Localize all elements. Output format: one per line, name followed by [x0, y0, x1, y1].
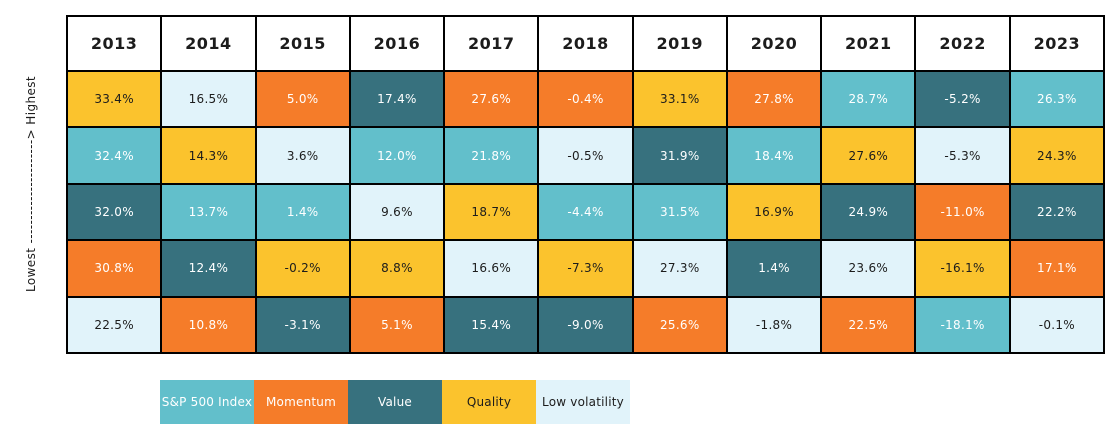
heatmap-cell-momentum: 30.8% [67, 240, 162, 297]
heatmap-cell-sp500: 12.0% [349, 127, 445, 184]
heatmap-cell-value: 17.4% [349, 71, 445, 128]
year-header: 2018 [538, 16, 633, 71]
heatmap-cell-value: 1.4% [726, 240, 822, 297]
heatmap-cell-quality: -7.3% [538, 240, 633, 297]
heatmap-cell-sp500: 21.8% [444, 127, 539, 184]
heatmap-row: 32.4% 14.3% 3.6% 12.0% 21.8% -0.5% 31.9% 18.4% 2… [67, 127, 1104, 184]
heatmap-cell-momentum: 22.5% [821, 296, 916, 353]
heatmap-cell-momentum: 27.8% [726, 71, 822, 128]
heatmap-cell-quality: 16.9% [726, 183, 822, 241]
heatmap-cell-momentum: 5.1% [349, 296, 445, 353]
heatmap-cell-momentum: 17.1% [1009, 240, 1104, 297]
heatmap-cell-sp500: 18.4% [726, 127, 822, 184]
heatmap-cell-quality: 33.1% [632, 71, 727, 128]
heatmap-cell-sp500: 13.7% [161, 183, 256, 241]
heatmap-cell-lowvol: 16.6% [444, 240, 539, 297]
heatmap-table: 2013 2014 2015 2016 2017 2018 2019 2020 2021 2022… [66, 15, 1105, 354]
heatmap-row: 32.0% 13.7% 1.4% 9.6% 18.7% -4.4% 31.5% 16.9% 24… [67, 183, 1104, 241]
year-header: 2023 [1009, 16, 1104, 71]
heatmap-cell-value: 22.2% [1009, 183, 1104, 241]
legend-item-quality: Quality [442, 380, 536, 424]
heatmap-cell-momentum: -11.0% [915, 183, 1010, 241]
heatmap-cell-quality: 14.3% [161, 127, 256, 184]
heatmap-cell-lowvol: 16.5% [161, 71, 256, 128]
heatmap-cell-sp500: 28.7% [821, 71, 916, 128]
heatmap-cell-sp500: 26.3% [1009, 71, 1104, 128]
year-header: 2013 [67, 16, 162, 71]
heatmap-cell-value: 15.4% [444, 296, 539, 353]
legend: S&P 500 Index Momentum Value Quality Low vol… [160, 380, 630, 424]
year-header: 2020 [726, 16, 822, 71]
heatmap-row: 30.8% 12.4% -0.2% 8.8% 16.6% -7.3% 27.3% 1.4% 23… [67, 240, 1104, 297]
heatmap-cell-sp500: -18.1% [915, 296, 1010, 353]
heatmap-cell-quality: 27.6% [821, 127, 916, 184]
year-header: 2017 [444, 16, 539, 71]
heatmap-body: 33.4% 16.5% 5.0% 17.4% 27.6% -0.4% 33.1% 27.8% 2… [67, 71, 1104, 353]
heatmap-cell-value: -3.1% [255, 296, 350, 353]
heatmap-cell-lowvol: 27.3% [632, 240, 727, 297]
heatmap-cell-value: -9.0% [538, 296, 633, 353]
heatmap-cell-quality: 18.7% [444, 183, 539, 241]
heatmap-cell-quality: -0.2% [255, 240, 350, 297]
heatmap-cell-value: 12.4% [161, 240, 256, 297]
heatmap-cell-lowvol: 3.6% [255, 127, 350, 184]
year-header: 2022 [915, 16, 1010, 71]
heatmap-cell-lowvol: -1.8% [726, 296, 822, 353]
heatmap-cell-sp500: 1.4% [255, 183, 350, 241]
heatmap-cell-momentum: 10.8% [161, 296, 256, 353]
heatmap-cell-lowvol: -0.1% [1009, 296, 1104, 353]
heatmap-cell-lowvol: -5.3% [915, 127, 1010, 184]
heatmap-cell-momentum: -0.4% [538, 71, 633, 128]
heatmap-cell-lowvol: 23.6% [821, 240, 916, 297]
legend-item-momentum: Momentum [254, 380, 348, 424]
heatmap-cell-quality: -16.1% [915, 240, 1010, 297]
legend-item-value: Value [348, 380, 442, 424]
heatmap-cell-sp500: 32.4% [67, 127, 162, 184]
heatmap-cell-value: -5.2% [915, 71, 1010, 128]
heatmap-cell-value: 24.9% [821, 183, 916, 241]
heatmap-cell-momentum: 5.0% [255, 71, 350, 128]
heatmap-cell-quality: 8.8% [349, 240, 445, 297]
heatmap-cell-momentum: 25.6% [632, 296, 727, 353]
heatmap-cell-quality: 33.4% [67, 71, 162, 128]
heatmap-cell-sp500: -4.4% [538, 183, 633, 241]
year-header: 2015 [255, 16, 350, 71]
heatmap-cell-value: 32.0% [67, 183, 162, 241]
legend-item-sp500: S&P 500 Index [160, 380, 254, 424]
heatmap-cell-lowvol: 22.5% [67, 296, 162, 353]
heatmap-cell-momentum: 27.6% [444, 71, 539, 128]
year-header: 2014 [161, 16, 256, 71]
heatmap-cell-value: 31.9% [632, 127, 727, 184]
heatmap-header-row: 2013 2014 2015 2016 2017 2018 2019 2020 2021 2022… [67, 16, 1104, 71]
heatmap-cell-lowvol: -0.5% [538, 127, 633, 184]
heatmap-row: 22.5% 10.8% -3.1% 5.1% 15.4% -9.0% 25.6% -1.8% 2… [67, 296, 1104, 353]
heatmap-cell-sp500: 31.5% [632, 183, 727, 241]
y-axis-label: Lowest ----------------------> Highest [24, 75, 38, 293]
heatmap-cell-lowvol: 9.6% [349, 183, 445, 241]
heatmap-cell-quality: 24.3% [1009, 127, 1104, 184]
legend-item-lowvol: Low volatility [536, 380, 630, 424]
year-header: 2016 [349, 16, 445, 71]
heatmap-row: 33.4% 16.5% 5.0% 17.4% 27.6% -0.4% 33.1% 27.8% 2… [67, 71, 1104, 128]
year-header: 2019 [632, 16, 727, 71]
year-header: 2021 [821, 16, 916, 71]
